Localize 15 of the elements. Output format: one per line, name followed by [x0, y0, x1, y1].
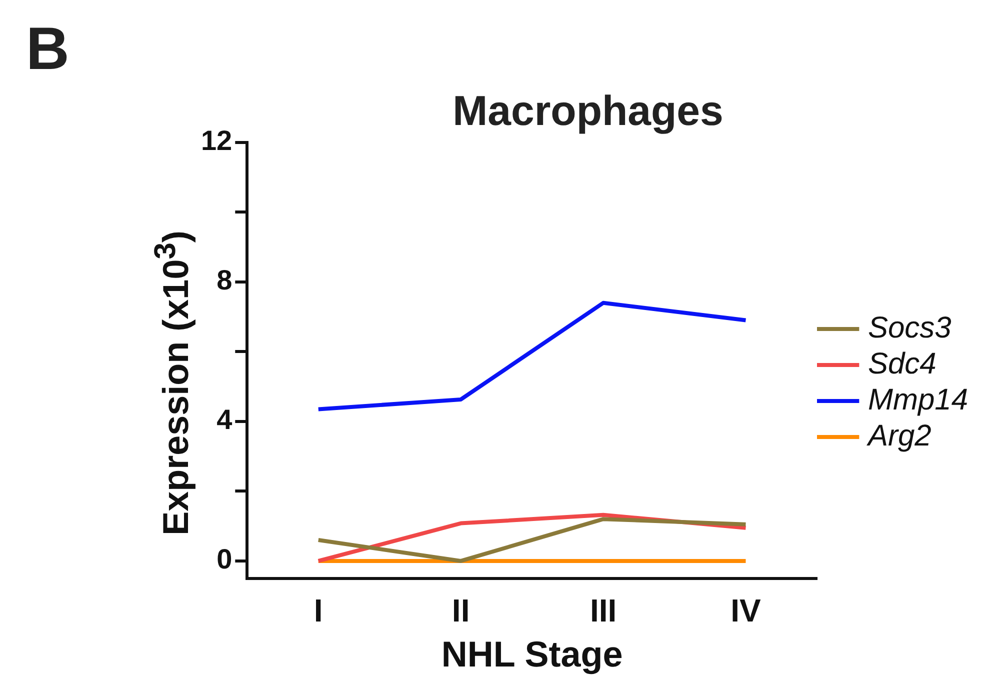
legend-label: Socs3 — [868, 311, 952, 344]
x-axis-title: NHL Stage — [441, 633, 623, 674]
legend-label: Mmp14 — [868, 383, 968, 416]
x-tick-label: I — [314, 592, 323, 628]
y-tick-label: 0 — [216, 544, 232, 575]
y-tick-label: 8 — [216, 264, 232, 296]
x-tick-label: II — [452, 592, 470, 628]
y-tick-label: 12 — [200, 125, 232, 156]
legend-label: Sdc4 — [868, 347, 936, 380]
y-tick-label: 4 — [216, 404, 233, 436]
x-tick-label: IV — [730, 592, 762, 628]
chart-title: Macrophages — [452, 86, 724, 134]
legend-label: Arg2 — [866, 419, 932, 452]
x-tick-label: III — [590, 592, 617, 628]
text: B — [26, 14, 70, 83]
